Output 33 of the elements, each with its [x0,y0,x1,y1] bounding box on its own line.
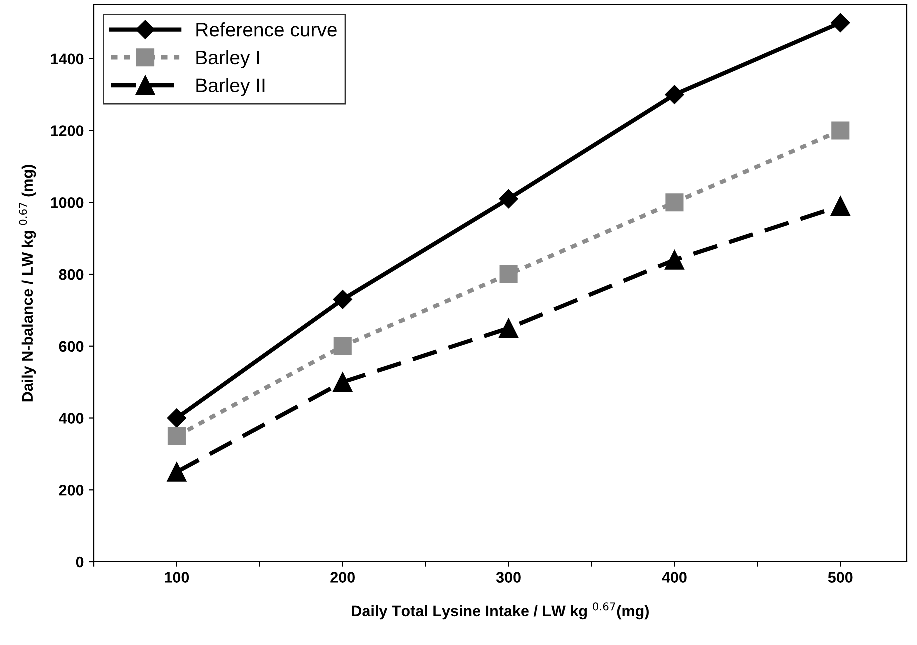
point [333,372,353,392]
legend-label: Barley I [196,50,260,68]
point [832,122,850,140]
point [499,318,519,338]
y-tick-label: 1400 [51,54,84,65]
x-tick-label: 500 [828,572,853,583]
point [334,337,352,356]
y-tick-label: 200 [59,484,84,496]
point [167,462,187,482]
point [500,265,518,284]
point [168,427,186,446]
x-tick-label: 200 [330,572,355,583]
point [333,290,352,310]
y-tick-label: 800 [59,269,84,280]
legend-label: Reference curve [196,22,337,37]
x-tick-label: 100 [165,572,190,583]
y-tick-label: 1200 [51,126,84,136]
point [499,190,518,209]
point [830,196,850,216]
legend-label: Barley II [196,78,265,96]
y-tick-label: 0 [76,556,84,568]
point [167,408,186,428]
point [666,194,684,212]
point [664,250,684,270]
y-tick-label: 600 [59,341,84,352]
x-tick-label: 300 [496,572,521,583]
point [665,85,684,104]
x-axis-title: Daily Total Lysine Intake / LW kg $^{0.67}$(mg) [352,602,649,620]
y-axis-title: Daily N-balance / LW kg $^{0.67}$ (mg) [19,165,36,402]
x-tick-label: 400 [662,572,687,583]
y-tick-label: 1000 [51,198,84,208]
y-tick-label: 400 [59,413,84,424]
point [831,13,850,32]
